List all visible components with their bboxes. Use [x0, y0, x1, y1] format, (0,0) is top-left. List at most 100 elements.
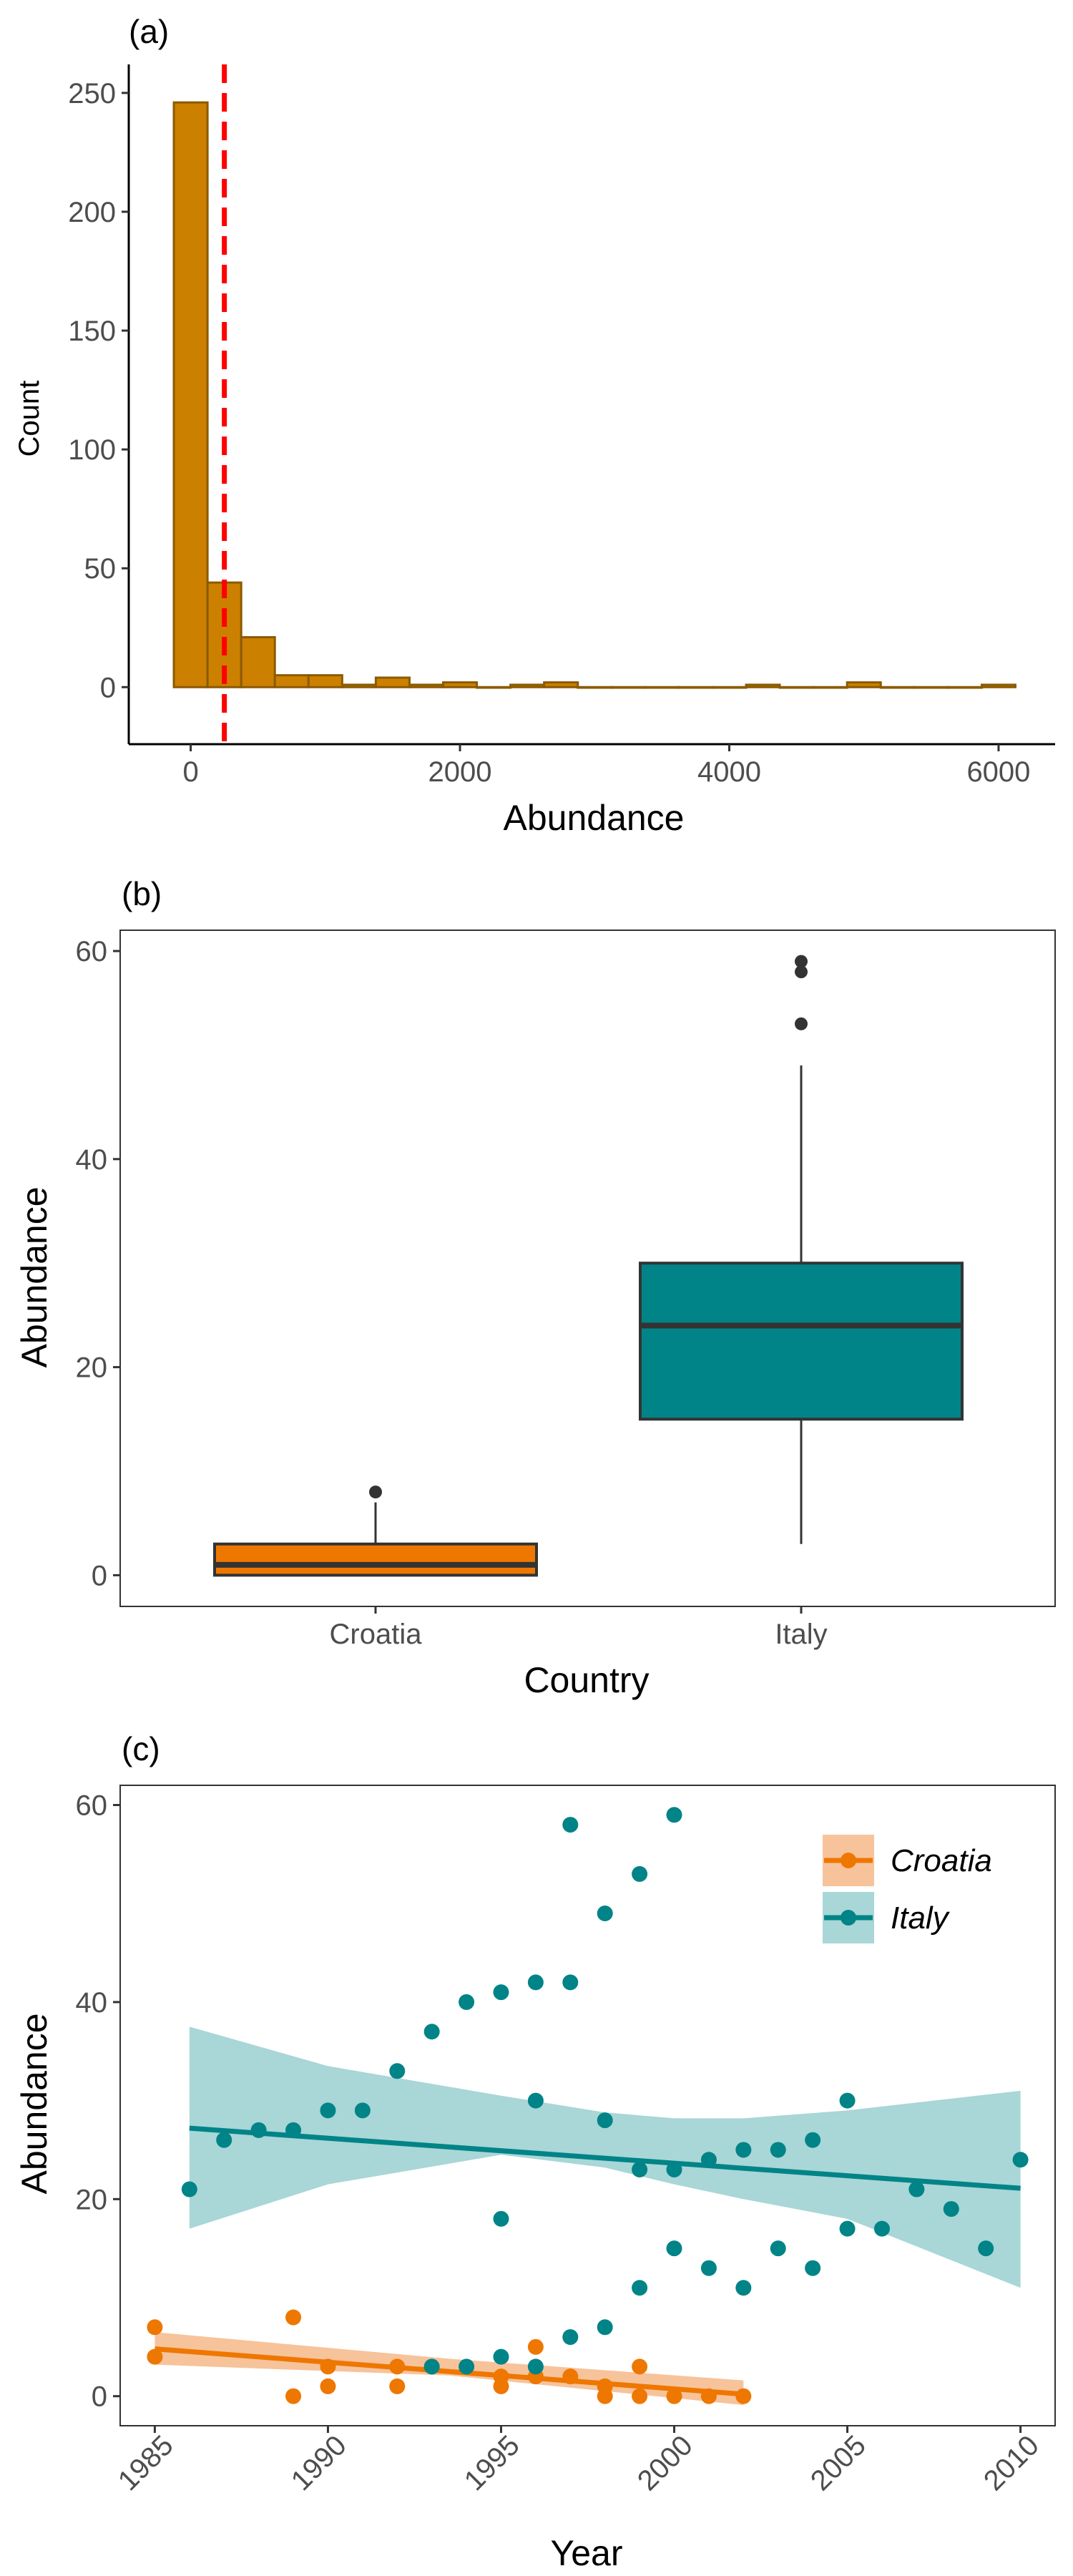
x-tick-label: 2005	[805, 2429, 872, 2497]
trend-line-croatia	[155, 2346, 744, 2397]
data-point-italy	[943, 2201, 959, 2218]
data-point-italy	[839, 2092, 856, 2109]
legend-key-point	[841, 1853, 856, 1868]
panel-c-scatter: (c) Year Abundance 0 20 40 60 1985 1990 1995 20…	[14, 1730, 1056, 2573]
panel-c-x-axis-title: Year	[550, 2533, 622, 2573]
y-tick-label: 150	[68, 316, 116, 347]
y-tick-label: 20	[76, 1352, 108, 1384]
data-point-italy	[735, 2280, 752, 2296]
x-tick-label: Croatia	[330, 1619, 423, 1650]
histogram-bar	[745, 683, 781, 688]
data-point-croatia	[285, 2388, 302, 2404]
data-point-italy	[493, 2348, 509, 2365]
y-tick-label: 60	[76, 1790, 108, 1822]
data-point-italy	[873, 2220, 890, 2237]
data-point-italy	[423, 2358, 440, 2375]
data-point-italy	[216, 2132, 232, 2148]
outlier-point	[369, 1485, 382, 1499]
data-point-italy	[666, 2240, 682, 2257]
data-point-italy	[839, 2220, 856, 2237]
outlier-point	[795, 1017, 808, 1030]
histogram-bar	[946, 686, 983, 689]
panel-b-boxplot: (b) Country Abundance 0 20 40 60 Croatia Ital…	[14, 875, 1056, 1700]
data-point-croatia	[700, 2388, 717, 2404]
data-point-croatia	[285, 2309, 302, 2326]
data-point-croatia	[527, 2338, 544, 2355]
panel-c-y-axis-title: Abundance	[14, 2013, 54, 2194]
x-tick-label: 2010	[978, 2429, 1045, 2497]
x-tick-label: 1990	[285, 2429, 353, 2497]
data-point-croatia	[562, 2368, 579, 2385]
data-point-italy	[597, 2112, 613, 2129]
data-point-croatia	[320, 2378, 336, 2394]
x-tick-label: 2000	[632, 2429, 699, 2497]
data-point-italy	[423, 2024, 440, 2040]
y-tick-label: 0	[92, 2381, 107, 2413]
outlier-point	[795, 965, 808, 979]
histogram-bar	[240, 636, 276, 688]
x-tick-label: 1985	[112, 2429, 180, 2497]
data-point-italy	[632, 2280, 648, 2296]
panel-border	[119, 930, 1056, 1607]
data-point-italy	[666, 1807, 682, 1823]
data-point-italy	[805, 2260, 821, 2276]
x-tick-label: 0	[182, 756, 198, 788]
histogram-bar	[812, 686, 848, 689]
legend-label-italy: Italy	[891, 1901, 951, 1936]
x-tick-label: 2000	[428, 756, 492, 788]
data-point-italy	[735, 2142, 752, 2158]
histogram-bar	[543, 681, 579, 688]
panel-c-label: (c)	[122, 1730, 160, 1767]
histogram-bar	[846, 681, 882, 688]
data-point-croatia	[632, 2358, 648, 2375]
panel-a-label: (a)	[129, 13, 169, 50]
histogram-bar	[374, 676, 411, 688]
histogram-bar	[711, 686, 748, 689]
data-point-italy	[527, 2092, 544, 2109]
legend-key-point	[841, 1910, 856, 1926]
histogram-bar	[340, 683, 377, 688]
box-croatia	[213, 1542, 538, 1577]
x-tick-label: 4000	[697, 756, 761, 788]
trend-line-italy	[189, 2125, 1021, 2191]
data-point-italy	[527, 1974, 544, 1991]
data-point-italy	[562, 2329, 579, 2346]
data-point-italy	[700, 2260, 717, 2276]
y-tick-label: 250	[68, 78, 116, 109]
panel-a-x-axis-title: Abundance	[503, 798, 684, 838]
data-point-italy	[320, 2102, 336, 2119]
data-point-italy	[805, 2132, 821, 2148]
data-point-italy	[459, 1994, 475, 2010]
histogram-bar	[913, 686, 949, 689]
x-tick-label: Italy	[775, 1619, 827, 1650]
data-point-italy	[770, 2142, 786, 2158]
data-point-italy	[250, 2122, 267, 2138]
data-point-italy	[597, 2319, 613, 2336]
confidence-band-croatia	[155, 2332, 744, 2406]
data-point-italy	[770, 2240, 786, 2257]
data-point-italy	[562, 1817, 579, 1833]
data-point-croatia	[389, 2358, 406, 2375]
data-point-italy	[493, 2210, 509, 2227]
data-point-italy	[562, 1974, 579, 1991]
histogram-bar	[778, 686, 815, 689]
outlier-point	[795, 955, 808, 968]
panel-b-label: (b)	[122, 875, 162, 912]
y-tick-label: 40	[76, 1987, 108, 2019]
y-tick-label: 20	[76, 2184, 108, 2215]
histogram-bar	[442, 681, 479, 688]
y-tick-label: 0	[92, 1560, 107, 1591]
data-point-croatia	[666, 2388, 682, 2404]
legend-label-croatia: Croatia	[891, 1843, 992, 1878]
data-point-italy	[632, 2162, 648, 2177]
data-point-italy	[493, 1984, 509, 2001]
x-tick-label: 6000	[966, 756, 1030, 788]
data-point-italy	[285, 2122, 302, 2138]
histogram-bar	[172, 101, 209, 688]
data-point-italy	[354, 2102, 371, 2119]
histogram-bar	[577, 686, 613, 689]
panel-b-x-axis-title: Country	[524, 1660, 649, 1700]
data-point-italy	[632, 1865, 648, 1882]
data-point-italy	[908, 2181, 925, 2197]
